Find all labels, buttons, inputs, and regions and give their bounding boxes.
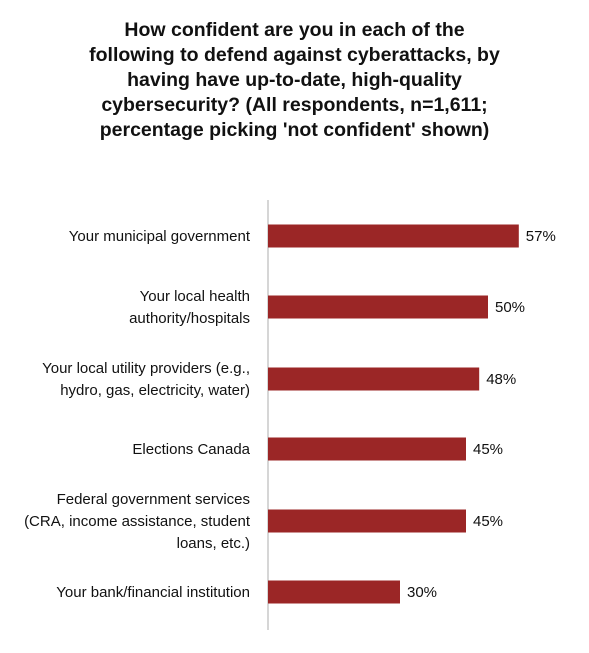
chart-title-line-3: having have up-to-date, high-quality bbox=[127, 69, 462, 91]
category-label-5: Federal government services (CRA, income … bbox=[24, 491, 251, 552]
category-label-1: Your municipal government bbox=[69, 228, 251, 245]
bar-1 bbox=[268, 224, 519, 248]
bar-4 bbox=[268, 437, 466, 461]
value-label-5: 45% bbox=[473, 513, 503, 530]
chart-title-line-1: How confident are you in each of the bbox=[124, 19, 465, 41]
bar-6 bbox=[268, 580, 400, 604]
category-label-2: Your local health authority/hospitals bbox=[129, 288, 250, 327]
chart-title: How confident are you in each of the fol… bbox=[20, 18, 569, 143]
bar-3 bbox=[268, 367, 480, 391]
bar-5 bbox=[268, 509, 466, 533]
category-label-6: Your bank/financial institution bbox=[56, 584, 250, 601]
value-label-3: 48% bbox=[486, 371, 516, 388]
value-label-1: 57% bbox=[526, 228, 556, 245]
value-label-6: 30% bbox=[407, 584, 437, 601]
chart-title-line-2: following to defend against cyberattacks… bbox=[89, 44, 500, 66]
category-label-4: Elections Canada bbox=[132, 441, 250, 458]
category-label-3: Your local utility providers (e.g., hydro… bbox=[42, 360, 250, 399]
value-label-2: 50% bbox=[495, 299, 525, 316]
chart-title-line-5: percentage picking 'not confident' shown… bbox=[99, 119, 490, 141]
value-label-4: 45% bbox=[473, 441, 503, 458]
bar-2 bbox=[268, 295, 488, 319]
chart-title-line-4: cybersecurity? (All respondents, n=1,611… bbox=[101, 94, 488, 116]
